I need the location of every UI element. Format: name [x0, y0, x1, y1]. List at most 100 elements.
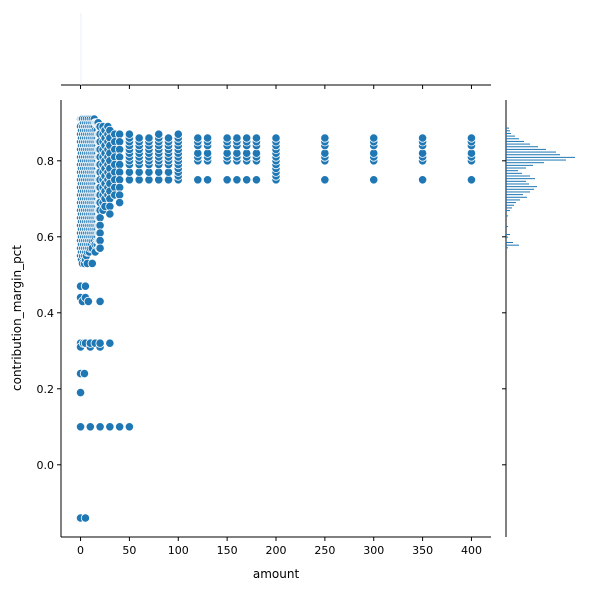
scatter-point — [95, 213, 105, 223]
scatter-point — [320, 148, 330, 158]
scatter-point — [163, 167, 174, 177]
scatter-point — [417, 175, 428, 185]
y-tick-label: 0.8 — [37, 155, 55, 168]
top-marginal-axes — [61, 13, 491, 89]
scatter-point — [115, 160, 125, 170]
scatter-point — [232, 175, 242, 185]
histogram-bar — [506, 164, 533, 166]
histogram-bar — [506, 154, 560, 156]
histogram-bar — [506, 178, 535, 180]
scatter-point — [83, 296, 93, 306]
x-tick-label: 250 — [314, 544, 335, 557]
right-marginal-axes — [502, 100, 575, 537]
scatter-point — [105, 201, 115, 211]
histogram-bar — [506, 140, 524, 142]
histogram-bar — [506, 148, 546, 150]
x-tick-label: 300 — [363, 544, 384, 557]
histogram-bar — [506, 247, 508, 249]
histogram-bar — [506, 191, 530, 193]
histogram-bar — [506, 127, 509, 129]
histogram-bar — [506, 138, 519, 140]
histogram-bar — [506, 183, 529, 185]
scatter-point — [369, 133, 379, 143]
scatter-point — [154, 167, 164, 177]
y-tick-label: 0.4 — [37, 307, 55, 320]
scatter-point — [144, 133, 154, 143]
scatter-point — [105, 422, 115, 432]
x-tick-label: 50 — [122, 544, 136, 557]
histogram-bar — [506, 207, 512, 209]
scatter-point — [124, 422, 135, 432]
histogram-bar — [506, 151, 556, 153]
scatter-point — [193, 148, 203, 158]
y-axis-label: contribution_margin_pct — [10, 245, 24, 391]
scatter-point — [115, 167, 125, 177]
x-tick-label: 150 — [217, 544, 238, 557]
scatter-point — [242, 133, 252, 143]
histogram-bar — [506, 170, 518, 172]
scatter-point — [95, 228, 105, 238]
histogram-bar — [506, 196, 527, 198]
scatter-point — [466, 133, 477, 143]
y-tick-label: 0.0 — [37, 459, 55, 472]
scatter-point — [222, 133, 232, 143]
top-marginal-ticks — [80, 85, 472, 89]
scatter-point — [320, 133, 330, 143]
scatter-point — [202, 175, 213, 185]
scatter-point — [417, 148, 428, 158]
x-tick-label: 200 — [266, 544, 287, 557]
scatter-point — [222, 175, 232, 185]
scatter-point — [193, 133, 203, 143]
scatter-point — [115, 422, 125, 432]
y-tick-label: 0.2 — [37, 383, 55, 396]
scatter-point — [115, 152, 125, 162]
histogram-bar — [506, 204, 514, 206]
right-marginal-ticks — [502, 160, 506, 466]
scatter-point — [105, 338, 115, 348]
scatter-point — [85, 422, 95, 432]
scatter-point — [124, 167, 135, 177]
scatter-point — [80, 281, 91, 291]
histogram-bar — [506, 202, 516, 204]
scatter-point — [320, 175, 330, 185]
scatter-point — [417, 133, 428, 143]
scatter-point — [75, 387, 86, 398]
histogram-bar — [506, 186, 537, 188]
histogram-bar — [506, 215, 508, 217]
histogram-bar — [506, 162, 544, 164]
scatter-point — [163, 133, 174, 143]
scatter-point — [232, 133, 242, 143]
scatter-point — [271, 133, 281, 143]
scatter-point — [115, 175, 125, 185]
histogram-bar — [506, 143, 530, 145]
scatter-point — [232, 148, 242, 158]
scatter-point — [144, 167, 154, 177]
scatter-point — [115, 129, 125, 139]
histogram-bar — [506, 236, 508, 238]
scatter-point — [466, 148, 477, 158]
scatter-point — [251, 148, 262, 158]
scatter-point — [115, 137, 125, 147]
scatter-point — [95, 338, 105, 348]
scatter-point — [124, 175, 135, 185]
histogram-bar — [506, 146, 538, 148]
x-axis-label: amount — [253, 567, 300, 581]
scatter-point — [115, 182, 125, 192]
x-tick-label: 350 — [412, 544, 433, 557]
histogram-bar — [506, 188, 534, 190]
scatter-point — [134, 133, 144, 143]
scatter-point — [251, 175, 262, 185]
x-tick-label: 0 — [77, 544, 84, 557]
scatter-points — [75, 114, 477, 523]
scatter-point — [222, 148, 232, 158]
histogram-bar — [506, 167, 526, 169]
scatter-point — [95, 296, 105, 306]
scatter-point — [242, 175, 252, 185]
histogram-bar — [506, 130, 510, 132]
main-axes: 0 50 100 150 200 250 300 350 400 0.0 0.2 0.4 0.6 0.8… — [10, 100, 491, 581]
scatter-point — [80, 513, 91, 523]
y-tick-label: 0.6 — [37, 231, 55, 244]
scatter-point — [154, 129, 164, 139]
scatter-point — [369, 175, 379, 185]
